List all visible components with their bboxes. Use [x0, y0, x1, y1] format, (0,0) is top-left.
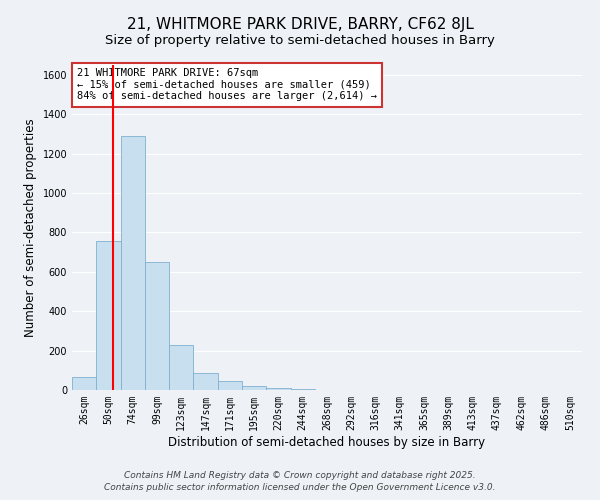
Y-axis label: Number of semi-detached properties: Number of semi-detached properties — [24, 118, 37, 337]
Bar — [242, 386, 266, 390]
Bar — [145, 262, 169, 390]
Text: 21, WHITMORE PARK DRIVE, BARRY, CF62 8JL: 21, WHITMORE PARK DRIVE, BARRY, CF62 8JL — [127, 18, 473, 32]
Bar — [121, 136, 145, 390]
Bar — [218, 381, 242, 390]
X-axis label: Distribution of semi-detached houses by size in Barry: Distribution of semi-detached houses by … — [169, 436, 485, 448]
Bar — [72, 377, 96, 390]
Bar — [169, 344, 193, 390]
Bar — [266, 388, 290, 390]
Text: 21 WHITMORE PARK DRIVE: 67sqm
← 15% of semi-detached houses are smaller (459)
84: 21 WHITMORE PARK DRIVE: 67sqm ← 15% of s… — [77, 68, 377, 102]
Text: Size of property relative to semi-detached houses in Barry: Size of property relative to semi-detach… — [105, 34, 495, 47]
Bar — [193, 374, 218, 390]
Text: Contains HM Land Registry data © Crown copyright and database right 2025.
Contai: Contains HM Land Registry data © Crown c… — [104, 471, 496, 492]
Bar — [96, 242, 121, 390]
